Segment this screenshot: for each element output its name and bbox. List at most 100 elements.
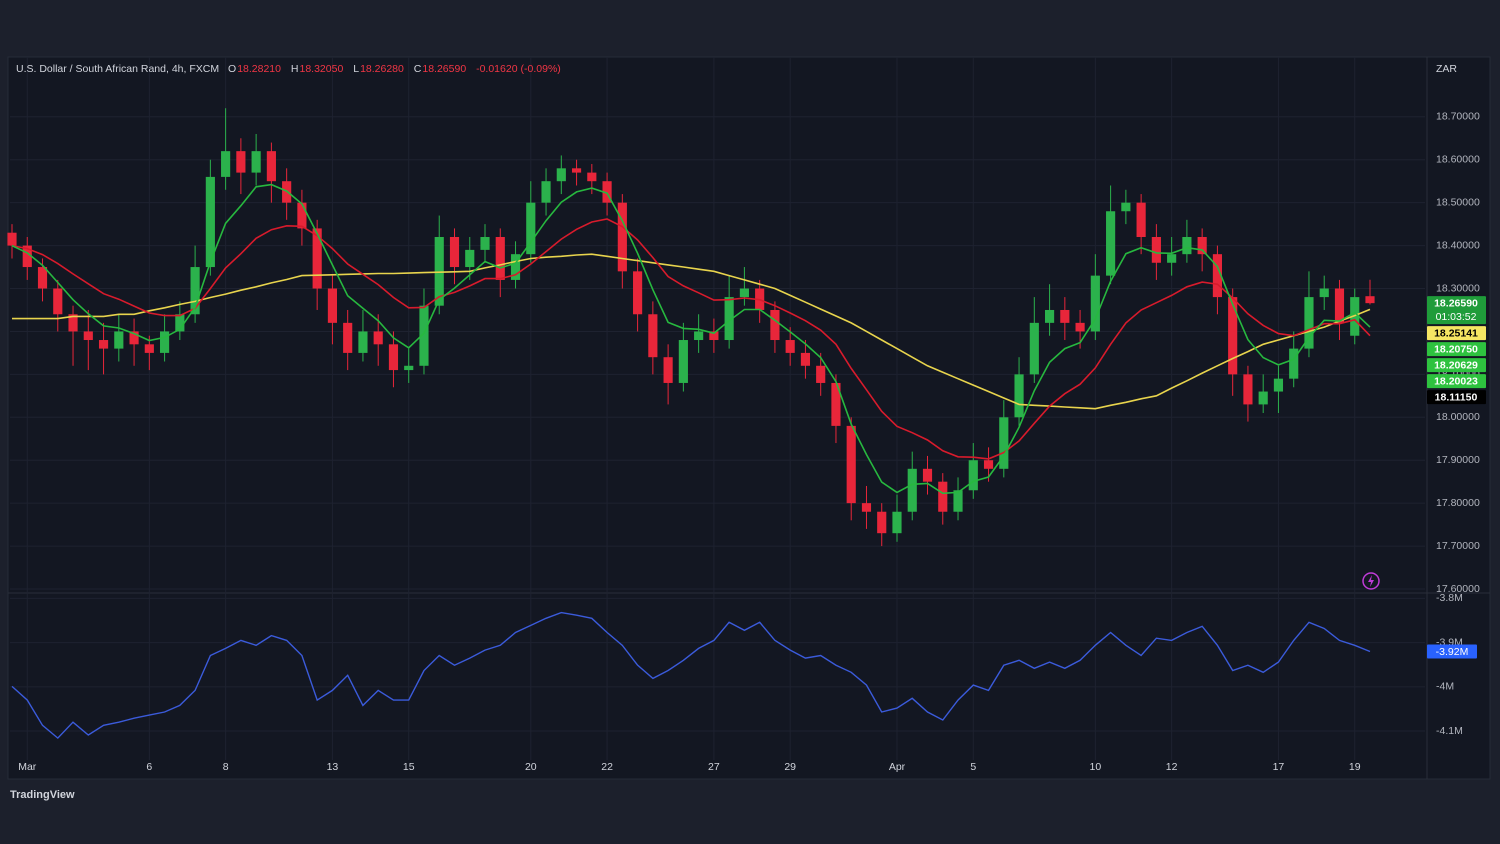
candle-body xyxy=(907,468,917,512)
ohlc-value: 18.32050 xyxy=(299,63,344,75)
candle-body xyxy=(1304,297,1314,349)
candle-body xyxy=(434,237,444,306)
candle-body xyxy=(266,151,276,182)
ohlc-letter: L xyxy=(353,63,360,75)
candle-body xyxy=(465,249,475,268)
candle-body xyxy=(236,151,246,173)
candle-body xyxy=(1197,237,1207,255)
candle-body xyxy=(1273,378,1284,392)
candle-body xyxy=(297,202,307,229)
candle-body xyxy=(312,228,322,289)
candle-body xyxy=(968,460,978,491)
y-tick-label: 17.70000 xyxy=(1436,540,1480,552)
candle-body xyxy=(251,151,261,173)
candle-body xyxy=(1044,309,1055,323)
price-badge-label: 18.20750 xyxy=(1434,343,1478,355)
candle-body xyxy=(68,314,78,332)
candle-body xyxy=(999,417,1009,469)
x-tick-label: 17 xyxy=(1273,761,1285,773)
ohlc-letter: C xyxy=(413,63,422,75)
brand[interactable]: TradingView xyxy=(10,789,75,801)
candle-body xyxy=(1060,309,1070,323)
x-tick-label: 10 xyxy=(1090,761,1102,773)
candle-body xyxy=(98,340,109,349)
price-badge xyxy=(1427,296,1486,325)
x-tick-label: 29 xyxy=(784,761,796,773)
candle-body xyxy=(1319,288,1329,298)
candle-body xyxy=(358,331,368,353)
candle-body xyxy=(724,297,734,341)
candle-body xyxy=(785,340,795,353)
ohlc-letter: H xyxy=(290,63,299,75)
candle-body xyxy=(1029,322,1039,375)
candle-body xyxy=(587,172,597,182)
price-badge xyxy=(1427,358,1486,373)
y-tick-label: 17.80000 xyxy=(1436,497,1480,509)
legend-header: U.S. Dollar / South African Rand, 4h, FX… xyxy=(16,63,568,75)
candle-body xyxy=(694,331,704,341)
candle-body xyxy=(1334,288,1345,323)
candle-body xyxy=(510,254,521,280)
x-tick-label: 5 xyxy=(970,761,976,773)
y-tick-label: 18.00000 xyxy=(1436,411,1480,423)
x-tick-label: 13 xyxy=(327,761,339,773)
y-tick-label: 18.50000 xyxy=(1436,196,1480,208)
axes: 17.60000 17.70000 17.80000 17.90000 18.00000… xyxy=(18,111,1486,773)
y-tick-label: 18.40000 xyxy=(1436,239,1480,251)
price-badge-label: 18.26590 xyxy=(1434,297,1478,309)
candle-body xyxy=(1258,391,1268,405)
candle-body xyxy=(938,481,948,512)
price-badge-label: 18.11150 xyxy=(1435,391,1478,403)
candle-body xyxy=(709,331,719,341)
candle-body xyxy=(1014,374,1024,418)
price-badge-label: 18.20629 xyxy=(1434,359,1478,371)
x-tick-label: 22 xyxy=(601,761,613,773)
candle-body xyxy=(144,344,154,353)
ohlc-value: 18.26590 xyxy=(422,63,467,75)
candle-body xyxy=(1121,202,1131,212)
candle-body xyxy=(53,288,63,315)
x-tick-label: 8 xyxy=(223,761,229,773)
indicator-badge xyxy=(1427,644,1477,659)
price-badge-label: 18.25141 xyxy=(1434,327,1478,339)
price-badge xyxy=(1427,326,1486,341)
candle-body xyxy=(983,460,994,469)
change-percent: (-0.09%) xyxy=(520,63,561,75)
ohlc-letter: O xyxy=(228,63,237,75)
candle-body xyxy=(877,511,887,534)
candle-body xyxy=(678,340,688,383)
change-value: -0.01620 xyxy=(476,63,518,75)
candle-body xyxy=(22,245,32,268)
indicator-line xyxy=(11,611,1371,740)
candle-body xyxy=(648,314,658,358)
y-tick-label: 18.70000 xyxy=(1436,111,1480,123)
candle-body xyxy=(846,425,856,504)
candle-body xyxy=(1167,254,1177,263)
candle-body xyxy=(404,365,414,371)
price-badge-label: 18.20023 xyxy=(1434,375,1478,387)
alert-icon[interactable] xyxy=(1362,572,1380,590)
moving-average-line xyxy=(11,183,1371,495)
candle-body xyxy=(1182,237,1192,255)
price-badge xyxy=(1427,390,1486,405)
candle-body xyxy=(1136,202,1146,237)
candle-body xyxy=(1243,374,1253,405)
candle-body xyxy=(617,202,627,272)
ohlc-value: 18.28210 xyxy=(237,63,281,75)
candle-body xyxy=(1151,237,1161,263)
candle-body xyxy=(922,468,933,482)
candles xyxy=(7,108,1375,547)
candle-body xyxy=(373,331,383,345)
symbol-title: U.S. Dollar / South African Rand, 4h, FX… xyxy=(16,63,220,75)
x-tick-label: 12 xyxy=(1166,761,1178,773)
candle-body xyxy=(205,176,215,268)
candle-body xyxy=(892,511,902,534)
candle-body xyxy=(388,344,399,371)
candle-body xyxy=(221,151,231,177)
candle-body xyxy=(541,181,551,203)
x-tick-label: 15 xyxy=(403,761,415,773)
x-tick-label: 6 xyxy=(146,761,152,773)
candle-body xyxy=(739,288,749,298)
candle-body xyxy=(343,322,353,353)
y-tick-label: 18.30000 xyxy=(1436,282,1480,294)
